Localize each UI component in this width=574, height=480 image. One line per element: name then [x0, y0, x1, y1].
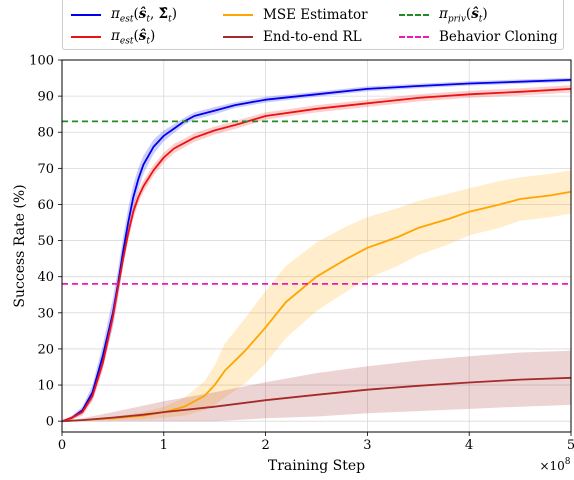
legend-item-bc: Behavior Cloning [399, 28, 558, 46]
series-line-1 [61, 88, 572, 423]
y-tick-label: 10 [37, 379, 54, 394]
legend-label: MSE Estimator [263, 7, 368, 23]
x-multiplier-label: ×108 [539, 457, 570, 473]
legend-item-pi-est: πest(ŝt) [71, 28, 155, 46]
y-tick-label: 40 [37, 270, 54, 285]
x-tick-label: 3 [363, 438, 371, 453]
y-tick-label: 20 [37, 342, 54, 357]
x-axis-label: Training Step [268, 458, 365, 474]
legend-item-mse: MSE Estimator [223, 6, 368, 24]
legend-label: πest(ŝt, Σ̂t) [111, 5, 177, 25]
x-tick-label: 4 [465, 438, 473, 453]
y-tick-label: 0 [46, 415, 54, 430]
legend-swatch [71, 14, 101, 16]
legend-label: πpriv(ŝt) [439, 5, 488, 25]
x-tick-label: 1 [160, 438, 168, 453]
series-line-3 [61, 376, 572, 423]
y-tick-label: 100 [29, 54, 54, 69]
legend-label: Behavior Cloning [439, 29, 558, 45]
y-tick-label: 90 [37, 90, 54, 105]
y-tick-label: 80 [37, 126, 54, 141]
legend: πest(ŝt, Σ̂t) πest(ŝt) MSE Estimator End… [62, 0, 564, 50]
legend-item-pi-priv: πpriv(ŝt) [399, 6, 488, 24]
y-tick-label: 30 [37, 306, 54, 321]
x-tick-label: 5 [567, 438, 574, 453]
legend-swatch [71, 36, 101, 38]
legend-swatch [223, 14, 253, 16]
y-tick-label: 60 [37, 198, 54, 213]
series-line-0 [61, 79, 572, 423]
legend-swatch [223, 36, 253, 38]
y-tick-label: 50 [37, 234, 54, 249]
legend-swatch [399, 14, 429, 16]
series-band-2 [62, 170, 571, 422]
y-axis-label: Success Rate (%) [12, 184, 28, 307]
legend-item-pi-est-sigma: πest(ŝt, Σ̂t) [71, 6, 177, 24]
legend-swatch [399, 36, 429, 38]
legend-label: End-to-end RL [263, 29, 362, 45]
legend-label: πest(ŝt) [111, 27, 156, 47]
axes-frame [61, 59, 572, 433]
y-tick-label: 70 [37, 162, 54, 177]
legend-item-e2e: End-to-end RL [223, 28, 362, 46]
x-tick-label: 0 [58, 438, 66, 453]
x-tick-label: 2 [261, 438, 269, 453]
